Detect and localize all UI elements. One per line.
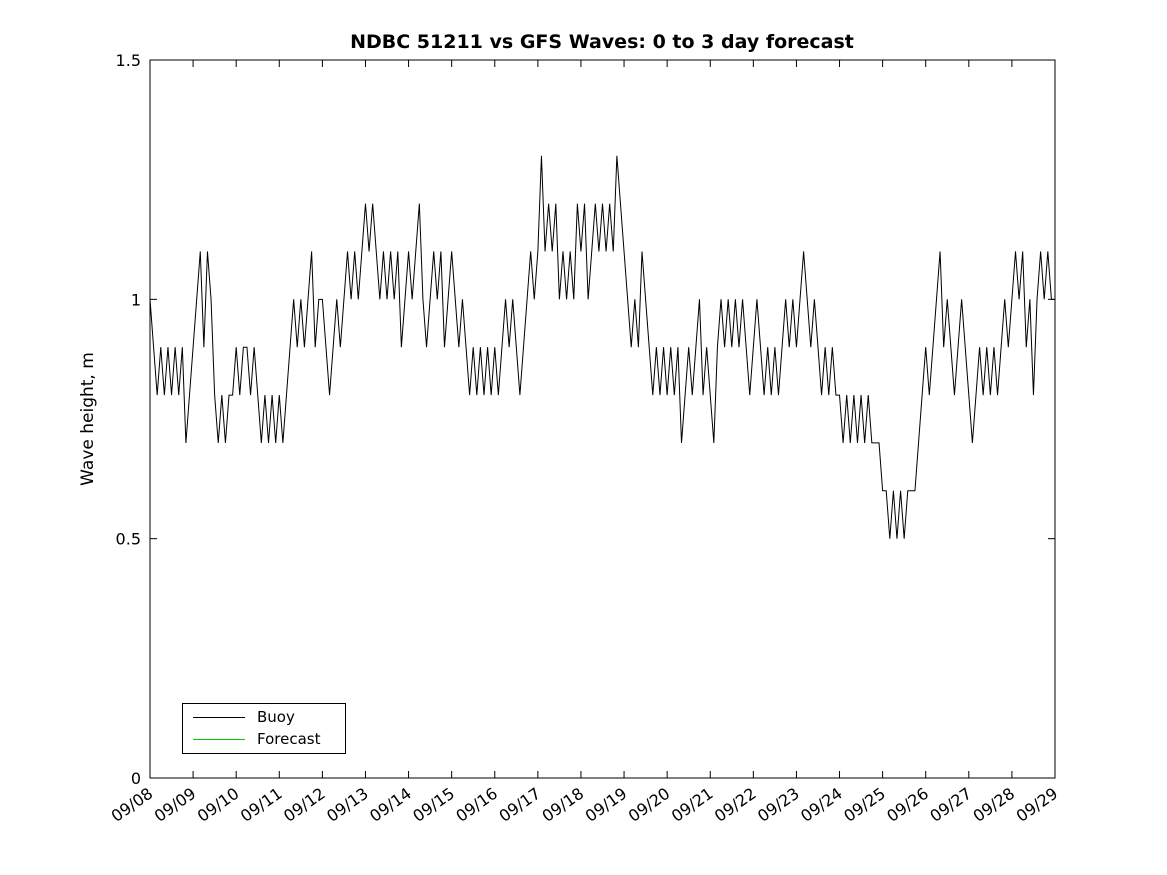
chart-title: NDBC 51211 vs GFS Waves: 0 to 3 day fore… (350, 31, 854, 53)
legend-entry-forecast: Forecast (193, 732, 335, 747)
series-line-buoy (149, 155, 1055, 539)
x-tick-label: 09/22 (711, 784, 760, 826)
y-tick-label: 0 (131, 769, 141, 788)
x-tick-label: 09/29 (1013, 784, 1062, 826)
x-tick-label: 09/20 (625, 784, 674, 826)
x-tick-label: 09/23 (754, 784, 803, 826)
y-axis-tick-labels: 0 0.5 1 1.5 (116, 51, 141, 788)
x-tick-label: 09/19 (582, 784, 631, 826)
x-tick-label: 09/10 (194, 784, 243, 826)
x-tick-label: 09/21 (668, 784, 717, 826)
y-tick-label: 1 (131, 290, 141, 309)
legend-entry-buoy: Buoy (193, 710, 335, 725)
x-tick-label: 09/13 (323, 784, 372, 826)
x-tick-label: 09/08 (108, 784, 157, 826)
x-tick-label: 09/18 (539, 784, 588, 826)
y-axis-ticks (150, 59, 1055, 779)
y-axis-label: Wave height, m (78, 352, 98, 486)
buoy-line-swatch (193, 717, 245, 718)
legend-box[interactable]: Buoy Forecast (182, 703, 346, 754)
x-tick-label: 09/28 (970, 784, 1019, 826)
x-tick-label: 09/14 (366, 784, 415, 826)
y-tick-label: 0.5 (116, 530, 141, 549)
forecast-line-swatch (193, 739, 245, 740)
x-tick-label: 09/26 (883, 784, 932, 826)
legend-label-buoy: Buoy (257, 708, 295, 726)
x-tick-label: 09/09 (151, 784, 200, 826)
legend-label-forecast: Forecast (257, 730, 321, 748)
x-tick-label: 09/11 (237, 784, 286, 826)
data-series-lines (149, 155, 1055, 539)
x-tick-label: 09/24 (797, 784, 846, 826)
x-axis-tick-labels: 09/0809/0909/1009/1109/1209/1309/1409/15… (108, 784, 1062, 826)
plot-border (149, 59, 1056, 779)
x-tick-label: 09/27 (926, 784, 975, 826)
x-axis-ticks (149, 60, 1056, 778)
x-tick-label: 09/12 (280, 784, 329, 826)
x-tick-label: 09/16 (452, 784, 501, 826)
x-tick-label: 09/25 (840, 784, 889, 826)
x-tick-label: 09/15 (409, 784, 458, 826)
y-tick-label: 1.5 (116, 51, 141, 70)
x-tick-label: 09/17 (495, 784, 544, 826)
